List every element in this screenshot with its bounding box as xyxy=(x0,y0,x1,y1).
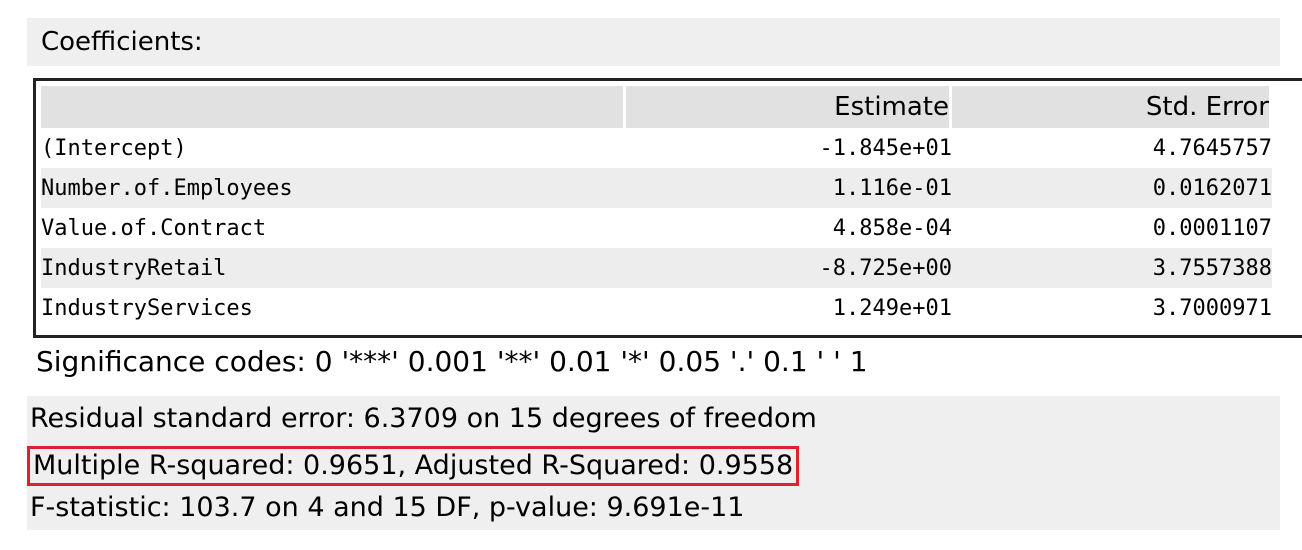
row-std-error: 0.0001107 xyxy=(1152,215,1272,241)
residual-standard-error: Residual standard error: 6.3709 on 15 de… xyxy=(30,403,817,434)
row-estimate: 1.249e+01 xyxy=(832,295,952,321)
row-std-error: 0.0162071 xyxy=(952,168,1272,208)
model-summary: Residual standard error: 6.3709 on 15 de… xyxy=(27,396,1280,530)
row-name: Value.of.Contract xyxy=(41,215,267,241)
table-row: Value.of.Contract 4.858e-04 0.0001107 xyxy=(41,208,1272,248)
row-std-error: 3.7000971 xyxy=(1152,295,1272,321)
row-name: Number.of.Employees xyxy=(41,168,626,208)
table-row: (Intercept) -1.845e+01 4.7645757 xyxy=(41,128,1272,168)
row-name: IndustryRetail xyxy=(41,248,626,288)
row-estimate: -8.725e+00 xyxy=(626,248,952,288)
row-name: IndustryServices xyxy=(41,295,253,321)
row-std-error: 4.7645757 xyxy=(1152,135,1272,161)
f-statistic: F-statistic: 103.7 on 4 and 15 DF, p-val… xyxy=(30,492,745,523)
r-squared-text: Multiple R-squared: 0.9651, Adjusted R-S… xyxy=(33,450,794,481)
table-row: IndustryServices 1.249e+01 3.7000971 xyxy=(41,288,1272,328)
row-estimate: 1.116e-01 xyxy=(626,168,952,208)
table-header-row: Estimate Std. Error xyxy=(41,86,1272,128)
significance-codes: Significance codes: 0 '***' 0.001 '**' 0… xyxy=(36,345,868,378)
coefficients-table-frame: Estimate Std. Error (Intercept) -1.845e+… xyxy=(33,78,1302,338)
coefficients-table: Estimate Std. Error (Intercept) -1.845e+… xyxy=(41,86,1272,328)
row-name: (Intercept) xyxy=(41,135,187,161)
coefficients-title: Coefficients: xyxy=(41,27,203,57)
table-row: Number.of.Employees 1.116e-01 0.0162071 xyxy=(41,168,1272,208)
r-squared-highlight: Multiple R-squared: 0.9651, Adjusted R-S… xyxy=(27,446,800,486)
row-estimate: 4.858e-04 xyxy=(832,215,952,241)
row-estimate: -1.845e+01 xyxy=(819,135,952,161)
row-std-error: 3.7557388 xyxy=(952,248,1272,288)
column-header-estimate: Estimate xyxy=(626,86,952,128)
table-row: IndustryRetail -8.725e+00 3.7557388 xyxy=(41,248,1272,288)
column-header-name xyxy=(41,86,626,128)
coefficients-header: Coefficients: xyxy=(27,18,1280,66)
column-header-std-error: Std. Error xyxy=(952,86,1272,128)
